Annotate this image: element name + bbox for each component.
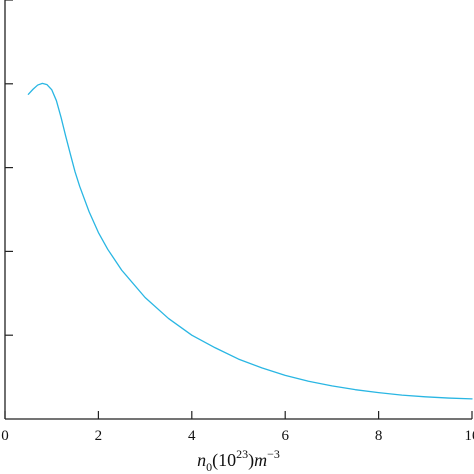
x-axis-title-unit-exp: −3 — [267, 447, 280, 461]
x-tick-label: 6 — [281, 428, 289, 444]
x-tick-label: 2 — [95, 428, 103, 444]
x-axis-title-close: ) — [248, 450, 254, 471]
x-axis-title-unit: m — [254, 450, 267, 470]
ticks: 0 2 4 6 8 10 — [1, 0, 474, 444]
x-tick-label: 10 — [465, 428, 474, 444]
series-line-0 — [27, 82, 473, 400]
x-tick-label: 8 — [375, 428, 383, 444]
x-axis-title-var: n — [197, 450, 206, 470]
x-tick-label: 4 — [188, 428, 196, 444]
x-tick-label: 0 — [1, 428, 9, 444]
x-axis-title-sub: 0 — [206, 460, 212, 474]
x-axis-title-exp: 23 — [236, 447, 248, 461]
x-axis-title: n0(1023)m−3 — [197, 447, 280, 474]
series-layer — [27, 82, 473, 400]
axes — [4, 0, 472, 420]
x-axis-title-open: (10 — [212, 450, 236, 471]
